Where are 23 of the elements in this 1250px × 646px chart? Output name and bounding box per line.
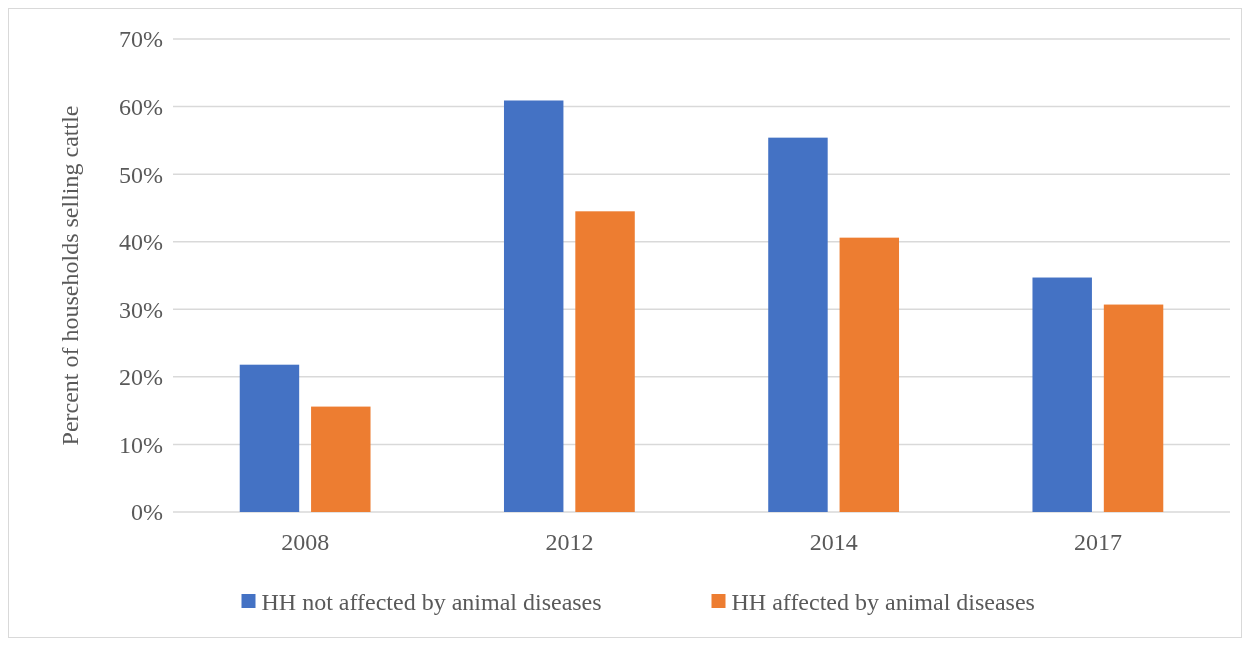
y-axis-title: Percent of households selling cattle	[57, 105, 83, 446]
y-tick-label: 50%	[119, 161, 163, 188]
bar	[503, 100, 564, 512]
bar	[239, 364, 300, 512]
y-tick-label: 0%	[131, 499, 163, 526]
bar	[839, 237, 900, 512]
bar	[1032, 277, 1092, 512]
bar	[768, 137, 828, 512]
legend-label: HH affected by animal diseases	[731, 589, 1035, 616]
bar	[311, 406, 371, 512]
legend-label: HH not affected by animal diseases	[261, 589, 602, 616]
bar	[1103, 304, 1164, 512]
y-tick-label: 10%	[119, 431, 163, 458]
x-tick-label: 2017	[1073, 529, 1122, 555]
y-tick-label: 60%	[119, 93, 163, 120]
x-tick-label: 2014	[809, 529, 858, 555]
x-tick-label: 2012	[545, 529, 594, 555]
y-tick-label: 70%	[119, 26, 163, 53]
y-tick-label: 40%	[119, 229, 163, 256]
bar	[575, 211, 635, 512]
y-tick-label: 20%	[119, 364, 163, 391]
x-tick-label: 2008	[281, 529, 330, 555]
y-tick-label: 30%	[119, 296, 163, 323]
